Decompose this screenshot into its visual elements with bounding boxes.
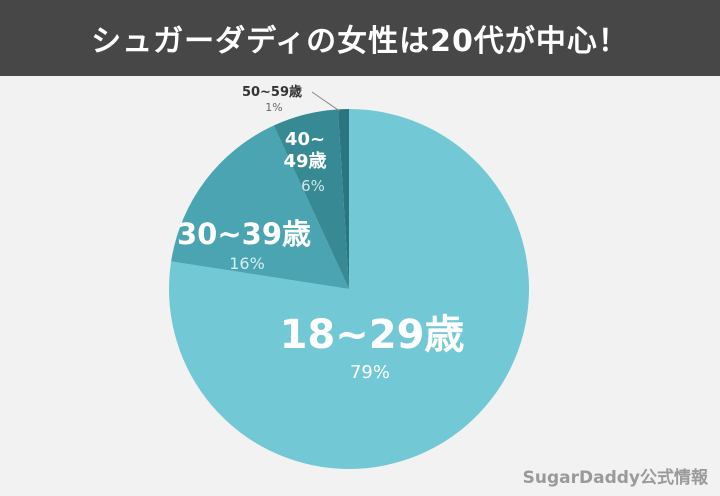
slice-label-18-29: 18~29歳 <box>280 312 465 358</box>
pie-slice-50-59 <box>337 109 349 289</box>
source-credit: SugarDaddy公式情報 <box>522 468 708 488</box>
slice-label-30-39: 30~39歳 <box>177 217 311 251</box>
pie-slice-30-39 <box>171 125 349 289</box>
value-label-18-29: 79% <box>350 362 390 383</box>
pie-slice-40-49 <box>273 109 349 289</box>
value-label-40-49: 6% <box>301 177 325 195</box>
header-bar: シュガーダディの女性は20代が中心！ <box>0 0 720 76</box>
leader-line-50-59 <box>311 91 340 112</box>
value-label-50-59: 1% <box>265 101 282 114</box>
page-title: シュガーダディの女性は20代が中心！ <box>91 24 629 59</box>
value-label-30-39: 16% <box>229 254 265 273</box>
pie-chart: 18~29歳 79% 30~39歳 16% 40~ 49歳 6% 50~59歳 1% <box>0 76 720 496</box>
slice-label-40-49-line1: 40~ <box>285 129 325 150</box>
slice-label-50-59: 50~59歳 <box>242 84 302 100</box>
slice-label-40-49-line2: 49歳 <box>283 151 326 172</box>
pie-slice-18-29 <box>169 109 530 469</box>
